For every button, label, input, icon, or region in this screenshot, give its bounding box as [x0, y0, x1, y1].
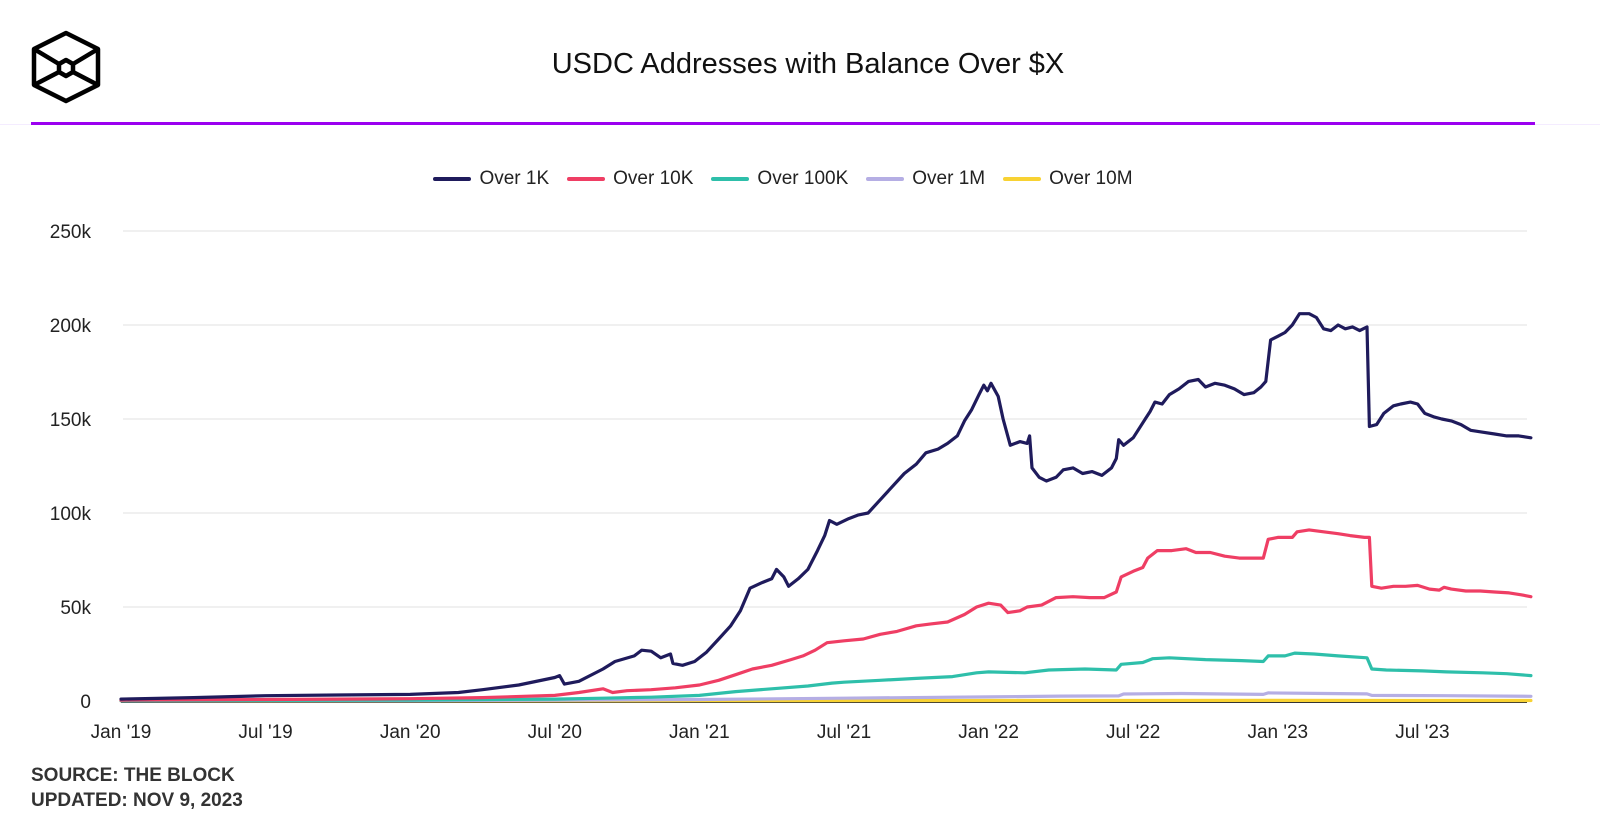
header-accent-divider: [31, 122, 1535, 125]
legend-label: Over 100K: [757, 168, 849, 189]
x-tick-label: Jan '19: [91, 722, 152, 743]
gridlines: [121, 230, 1527, 703]
chart-title: USDC Addresses with Balance Over $X: [551, 48, 1065, 80]
x-tick-label: Jul '19: [238, 722, 292, 743]
legend-label: Over 1K: [479, 168, 550, 189]
series-line-over-1m: [119, 691, 1533, 703]
x-tick-label: Jan '22: [958, 722, 1019, 743]
x-tick-label: Jul '23: [1395, 722, 1449, 743]
x-tick-label: Jan '21: [669, 722, 730, 743]
x-tick-label: Jan '23: [1247, 722, 1308, 743]
footer: SOURCE: THE BLOCK UPDATED: NOV 9, 2023: [31, 763, 243, 813]
x-tick-label: Jan '20: [380, 722, 441, 743]
legend-label: Over 1M: [912, 168, 986, 189]
x-tick-label: Jul '21: [817, 722, 871, 743]
legend-swatch: [567, 177, 606, 181]
legend-item-over-10k[interactable]: Over 10K: [567, 168, 693, 190]
y-tick-label: 100k: [50, 504, 92, 525]
y-tick-label: 200k: [50, 316, 92, 337]
y-tick-label: 250k: [50, 222, 92, 243]
x-tick-label: Jul '22: [1106, 722, 1160, 743]
legend-swatch: [711, 177, 750, 181]
legend-swatch: [1003, 177, 1042, 181]
series-line-over-1k: [119, 312, 1533, 701]
y-axis-ticks: 0 50k 100k 150k 200k 250k: [50, 222, 92, 713]
series-line-over-100k: [119, 651, 1533, 703]
legend-swatch: [433, 177, 472, 181]
x-tick-label: Jul '20: [528, 722, 582, 743]
source-note: SOURCE: THE BLOCK: [31, 765, 235, 786]
legend-item-over-100k[interactable]: Over 100K: [711, 168, 848, 190]
the-block-logo-icon: [30, 30, 102, 104]
legend-item-over-10m[interactable]: Over 10M: [1003, 168, 1133, 190]
legend-swatch: [866, 177, 905, 181]
updated-note: UPDATED: NOV 9, 2023: [31, 790, 243, 811]
y-tick-label: 0: [80, 692, 91, 713]
legend: Over 1K Over 10K Over 100K Over 1M Over …: [0, 168, 1566, 190]
legend-item-over-1m[interactable]: Over 1M: [866, 168, 985, 190]
legend-label: Over 10K: [613, 168, 694, 189]
legend-label: Over 10M: [1049, 168, 1133, 189]
series-line-over-10k: [119, 528, 1533, 702]
series-lines: [119, 312, 1533, 703]
legend-item-over-1k[interactable]: Over 1K: [433, 168, 549, 190]
x-axis-ticks: Jan '19 Jul '19 Jan '20 Jul '20 Jan '21 Jul '…: [91, 722, 1450, 743]
y-tick-label: 150k: [50, 410, 92, 431]
y-tick-label: 50k: [60, 598, 91, 619]
